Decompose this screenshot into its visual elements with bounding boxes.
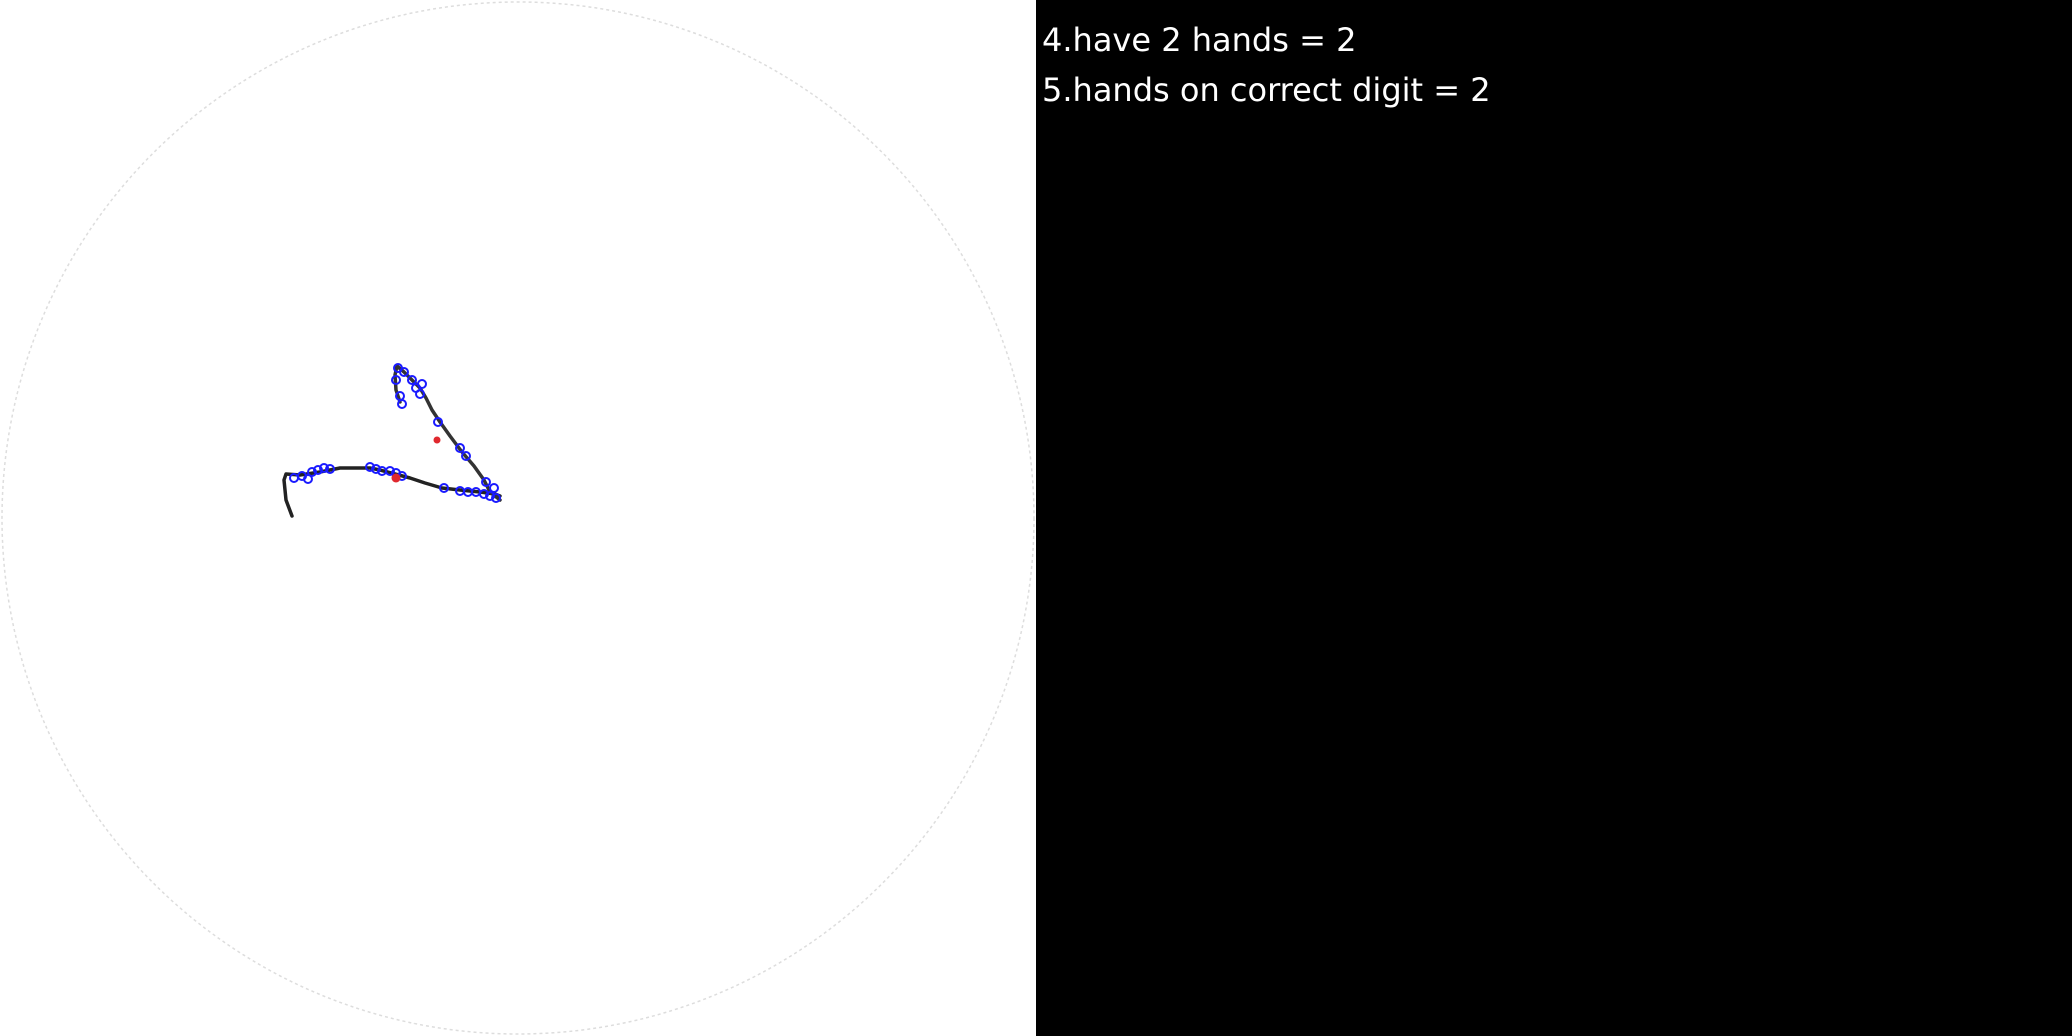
sample-point <box>385 466 395 476</box>
score-line-hands-on-correct-digit: 5.hands on correct digit = 2 <box>1042 71 1491 109</box>
clock-face-outline <box>1 1 1035 1035</box>
sample-point <box>461 451 471 461</box>
sample-point <box>489 483 499 493</box>
sample-point <box>307 467 317 477</box>
sample-point <box>407 375 417 385</box>
hand-center-marker <box>391 473 401 483</box>
sample-point <box>397 399 407 409</box>
hand-center-marker <box>433 436 441 444</box>
score-line-have-two-hands: 4.have 2 hands = 2 <box>1042 21 1357 59</box>
clock-drawing <box>1 1 1035 1035</box>
sample-point <box>319 463 329 473</box>
sample-point <box>491 493 501 503</box>
sample-point <box>479 489 489 499</box>
score-panel: 4.have 2 hands = 2 5.hands on correct di… <box>1036 0 2072 1036</box>
sample-points <box>289 363 501 503</box>
sample-point <box>455 443 465 453</box>
sample-point <box>371 464 381 474</box>
sample-point <box>485 491 495 501</box>
sample-point <box>313 465 323 475</box>
drawing-canvas <box>0 0 1036 1036</box>
sample-point <box>481 477 491 487</box>
sample-point <box>433 417 443 427</box>
sample-point <box>365 462 375 472</box>
sample-point <box>325 464 335 474</box>
sample-point <box>439 483 449 493</box>
sample-point <box>417 379 427 389</box>
sample-point <box>391 375 401 385</box>
sample-point <box>393 363 403 373</box>
